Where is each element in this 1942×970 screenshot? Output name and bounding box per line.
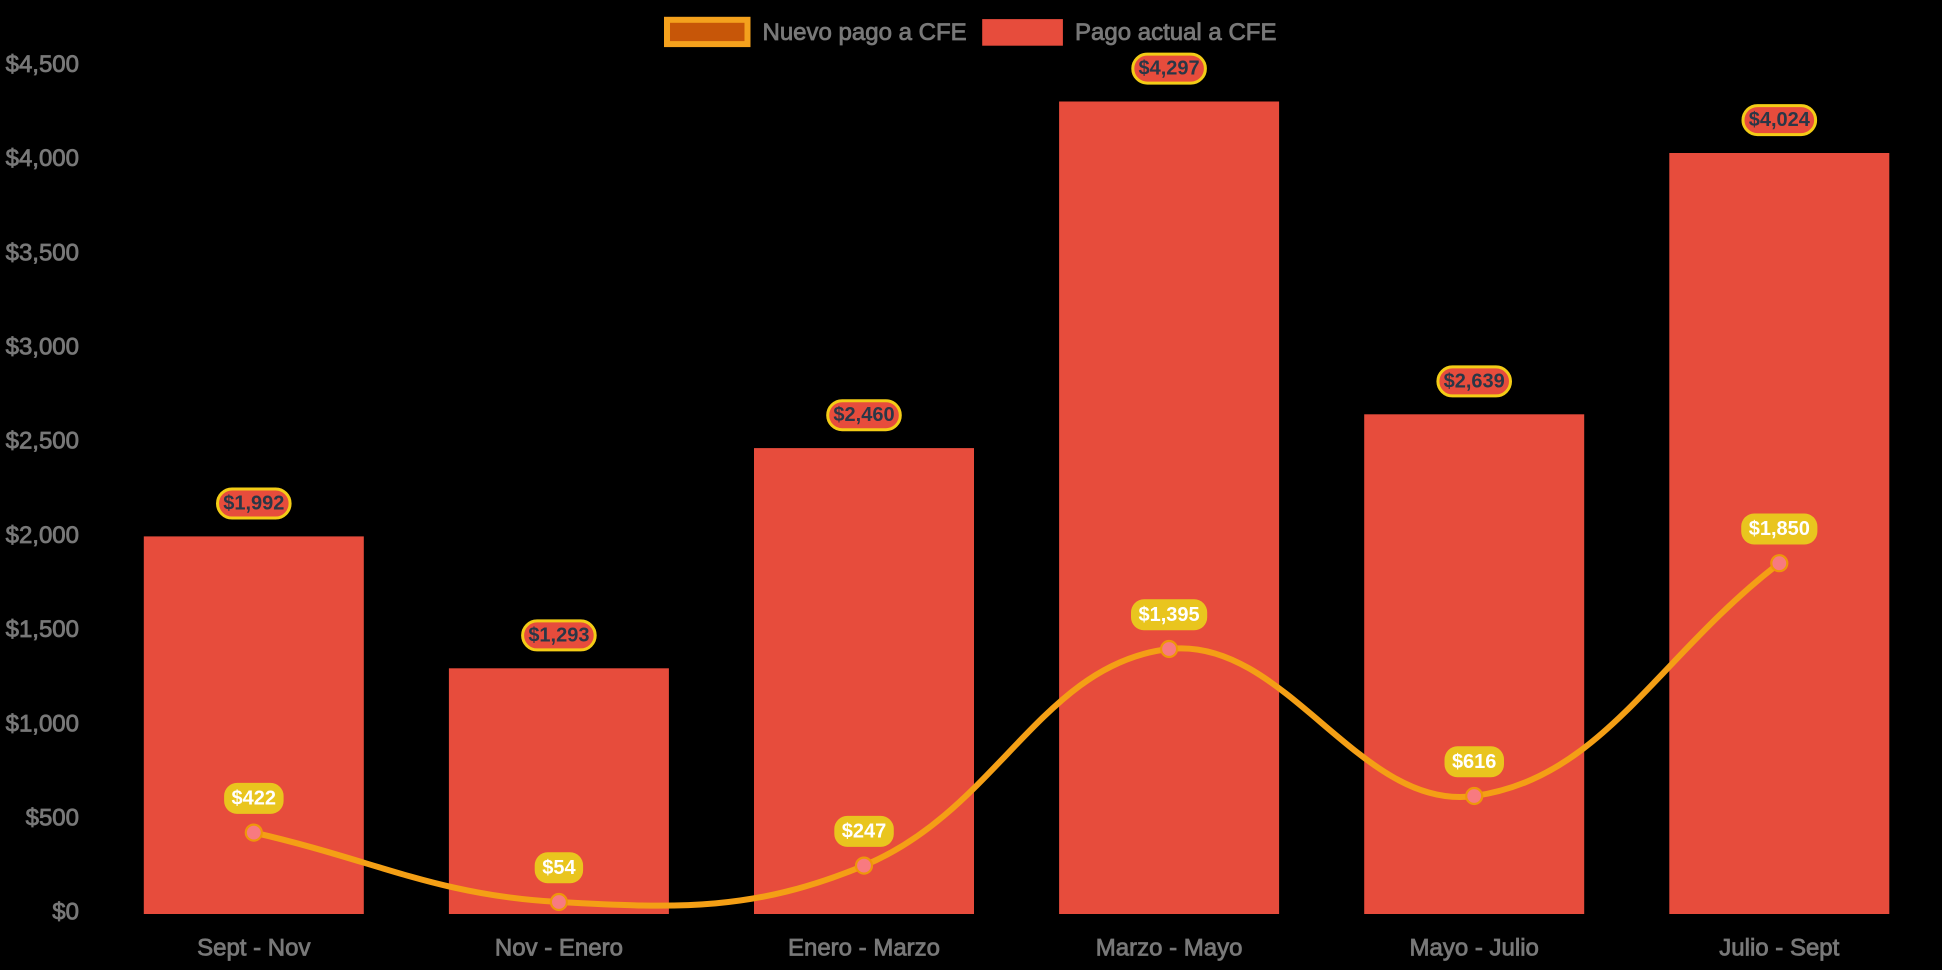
svg-text:Julio - Sept: Julio - Sept <box>1719 935 1839 962</box>
svg-text:$616: $616 <box>1452 751 1497 773</box>
svg-text:$1,293: $1,293 <box>528 624 589 646</box>
svg-text:$4,024: $4,024 <box>1749 109 1811 131</box>
svg-text:$1,992: $1,992 <box>223 493 284 515</box>
svg-text:$54: $54 <box>542 857 576 879</box>
svg-text:$247: $247 <box>842 820 887 842</box>
svg-text:$1,000: $1,000 <box>6 710 79 737</box>
svg-text:Pago actual a CFE: Pago actual a CFE <box>1075 19 1276 46</box>
svg-text:$3,000: $3,000 <box>6 334 79 361</box>
svg-text:Mayo - Julio: Mayo - Julio <box>1410 935 1539 962</box>
svg-text:$1,395: $1,395 <box>1139 604 1200 626</box>
svg-text:$2,000: $2,000 <box>6 522 79 549</box>
svg-text:$3,500: $3,500 <box>6 239 79 266</box>
svg-text:Nov - Enero: Nov - Enero <box>495 935 623 962</box>
svg-text:$2,500: $2,500 <box>6 428 79 455</box>
svg-text:$1,850: $1,850 <box>1749 518 1810 540</box>
svg-text:$4,297: $4,297 <box>1139 58 1200 80</box>
svg-text:Nuevo pago a CFE: Nuevo pago a CFE <box>763 19 967 46</box>
svg-text:$2,460: $2,460 <box>833 404 894 426</box>
svg-text:$500: $500 <box>26 805 79 832</box>
svg-text:$0: $0 <box>52 899 79 926</box>
svg-text:$2,639: $2,639 <box>1444 370 1505 392</box>
svg-text:$4,000: $4,000 <box>6 145 79 172</box>
svg-text:Sept - Nov: Sept - Nov <box>197 935 310 962</box>
svg-text:$1,500: $1,500 <box>6 616 79 643</box>
svg-text:Marzo - Mayo: Marzo - Mayo <box>1096 935 1243 962</box>
svg-text:$4,500: $4,500 <box>6 51 79 78</box>
svg-text:Enero - Marzo: Enero - Marzo <box>788 935 940 962</box>
svg-text:$422: $422 <box>232 787 277 809</box>
